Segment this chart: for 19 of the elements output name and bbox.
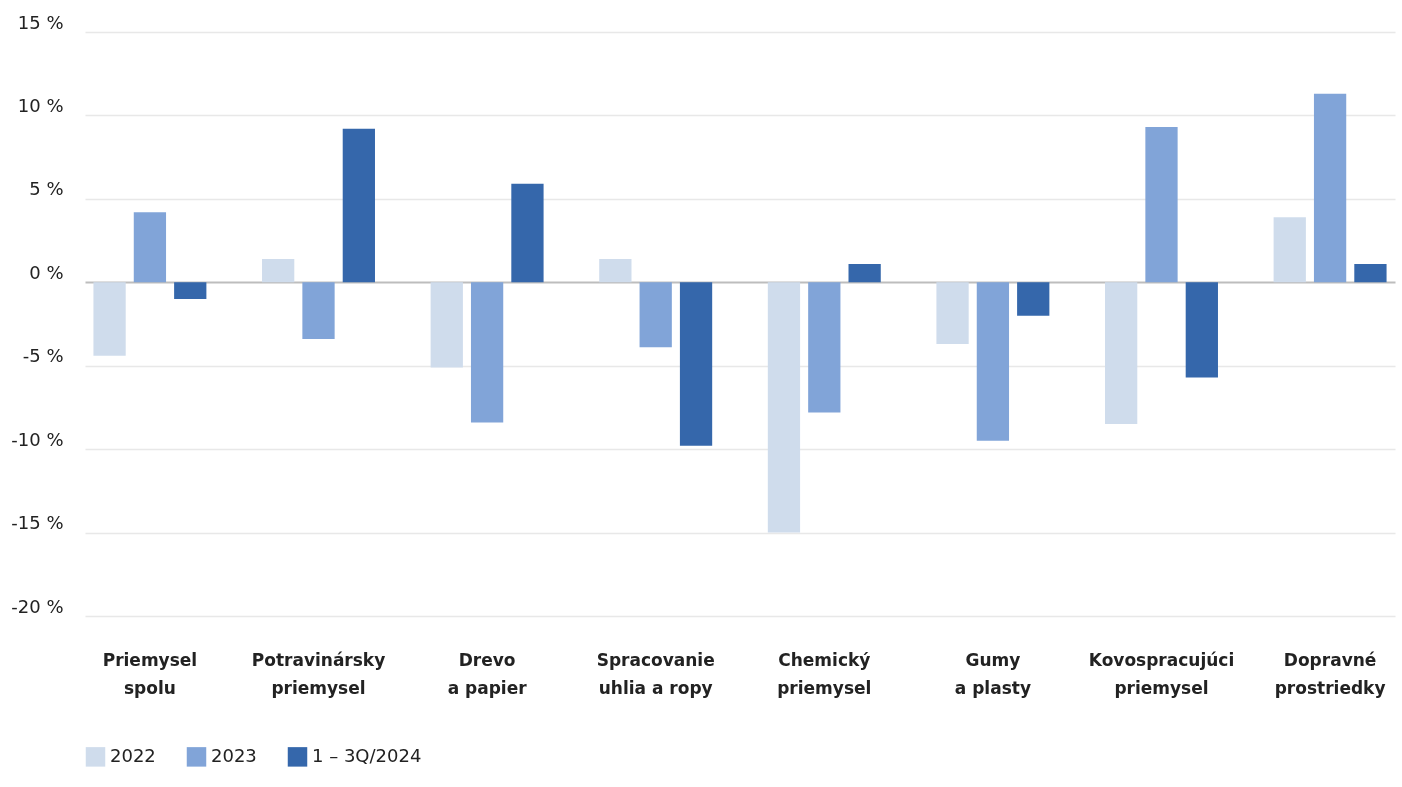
x-tick-label: Gumy a plasty [954,649,1031,698]
x-tick-label: Dopravné prostriedky [1274,649,1386,698]
legend-label: 2022 [110,744,156,766]
y-tick-label: 10 % [17,94,64,116]
y-tick-label: 15 % [17,11,64,33]
x-tick-label: Spracovanie uhlia a ropy [596,649,715,698]
y-tick-label: 5 % [29,178,64,200]
legend-label: 1 – 3Q/2024 [312,744,422,766]
x-tick-label: Kovospracujúci priemysel [1088,649,1235,698]
x-tick-label: Drevo a papier [447,649,528,698]
y-tick-label: -15 % [11,512,64,534]
y-tick-label: 0 % [29,261,64,283]
y-tick-label: -20 % [11,595,64,617]
x-tick-label: Priemysel spolu [102,649,198,698]
x-tick-label: Potravinársky priemysel [251,649,386,698]
legend-label: 2023 [211,744,257,766]
y-tick-label: -10 % [11,428,64,450]
y-tick-label: -5 % [22,345,64,367]
x-tick-label: Chemický priemysel [777,649,872,698]
